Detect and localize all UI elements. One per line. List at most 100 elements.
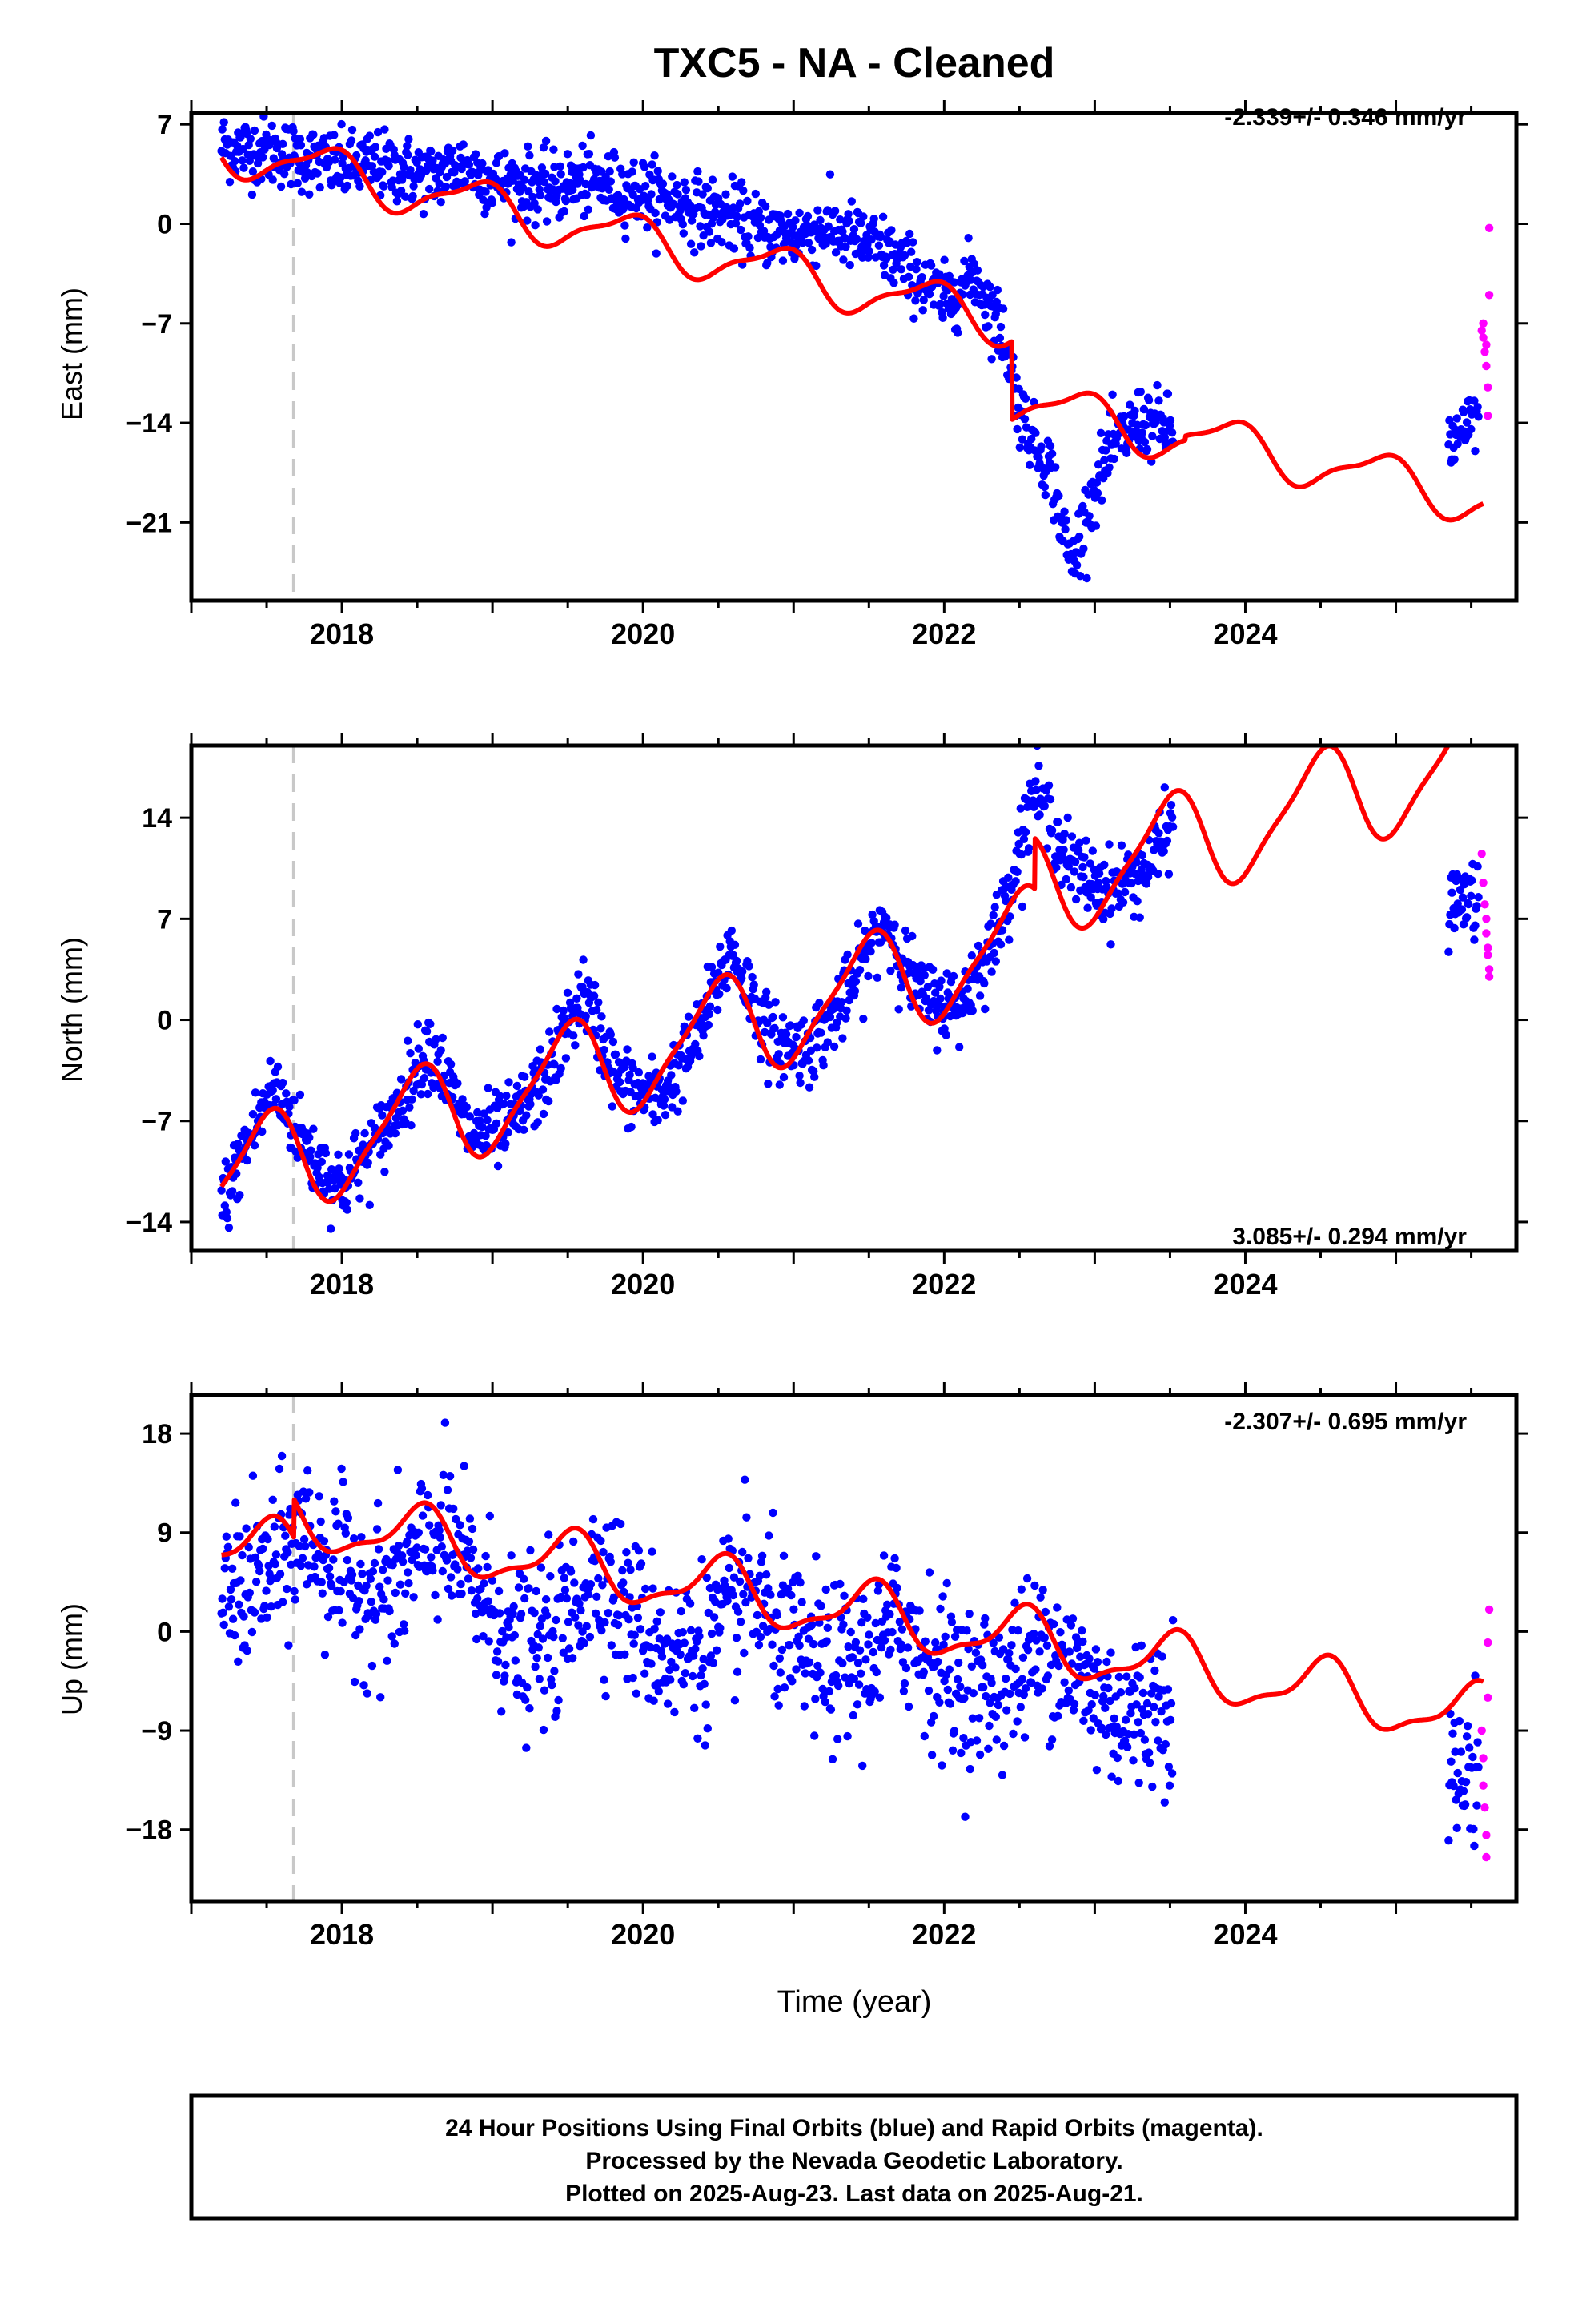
east-final-point <box>839 255 848 264</box>
up-final-point <box>1142 1699 1152 1708</box>
up-final-point <box>227 1564 237 1574</box>
north-rapid-point <box>1479 879 1488 887</box>
east-final-point <box>845 216 853 226</box>
north-final-point <box>695 1051 704 1061</box>
east-final-point <box>751 189 760 199</box>
north-final-point <box>1470 935 1479 944</box>
up-final-point <box>762 1570 771 1579</box>
east-final-point <box>1018 435 1027 444</box>
up-final-point <box>716 1623 725 1633</box>
north-model-curve <box>219 746 1452 1204</box>
up-final-point <box>400 1620 408 1629</box>
north-xtick-label: 2024 <box>1213 1268 1277 1301</box>
east-final-point <box>1471 447 1480 456</box>
east-final-point <box>813 206 822 215</box>
up-final-point <box>1163 1685 1173 1694</box>
north-final-point <box>344 1150 354 1159</box>
up-final-point <box>838 1659 847 1668</box>
up-final-point <box>810 1731 819 1740</box>
up-final-point <box>649 1696 658 1705</box>
east-rapid-point <box>1477 326 1486 335</box>
up-final-point <box>305 1488 314 1497</box>
east-final-point <box>219 118 228 127</box>
east-final-point <box>436 198 445 207</box>
north-final-point <box>1063 813 1072 822</box>
east-final-point <box>919 296 929 304</box>
east-rapid-point <box>1484 383 1492 392</box>
up-final-point <box>1166 1715 1175 1724</box>
east-final-point <box>831 248 841 257</box>
up-final-point <box>897 1625 907 1634</box>
up-final-point <box>634 1546 644 1555</box>
up-final-point <box>251 1578 261 1586</box>
north-final-point <box>360 1128 369 1138</box>
east-final-point <box>313 169 322 178</box>
east-final-point <box>315 183 324 192</box>
east-final-point <box>703 183 712 193</box>
north-final-point <box>273 1062 283 1072</box>
north-final-point <box>522 1111 531 1120</box>
north-final-point <box>859 1015 868 1023</box>
up-final-point <box>648 1547 656 1556</box>
north-final-point <box>512 1081 522 1091</box>
north-final-point <box>217 1186 226 1195</box>
up-final-point <box>1120 1736 1130 1745</box>
north-final-point <box>1127 879 1136 888</box>
north-final-point <box>317 1157 326 1167</box>
east-final-point <box>253 159 263 168</box>
up-final-point <box>1150 1666 1159 1675</box>
up-final-point <box>960 1694 969 1703</box>
east-final-point <box>889 279 898 287</box>
north-final-point <box>493 1161 503 1171</box>
up-final-point <box>877 1643 886 1652</box>
east-final-point <box>401 192 410 201</box>
east-final-point <box>244 140 253 150</box>
east-final-point <box>889 265 897 274</box>
up-final-point <box>391 1588 400 1598</box>
up-final-point <box>739 1590 748 1599</box>
up-xtick-label: 2018 <box>310 1918 374 1951</box>
east-final-point <box>925 290 934 299</box>
east-final-point <box>464 160 474 169</box>
east-final-point <box>246 135 255 143</box>
east-final-point <box>1051 463 1060 472</box>
up-final-point <box>1140 1735 1150 1744</box>
up-final-point <box>1014 1626 1022 1635</box>
up-final-point <box>1448 1729 1457 1738</box>
up-final-point <box>481 1551 490 1561</box>
east-final-point <box>939 292 948 300</box>
up-final-point <box>1056 1628 1065 1637</box>
up-final-point <box>636 1559 646 1568</box>
north-final-point <box>563 988 572 998</box>
east-final-point <box>267 121 276 131</box>
north-final-point <box>391 1129 400 1138</box>
up-final-point <box>431 1590 440 1600</box>
up-final-point <box>1053 1603 1062 1612</box>
footer-frame <box>189 2093 1519 2221</box>
up-final-point <box>1134 1718 1142 1727</box>
east-final-point <box>693 167 702 176</box>
north-ytick-label: −7 <box>141 1107 172 1137</box>
up-final-point <box>558 1634 567 1642</box>
north-final-point <box>436 1046 445 1055</box>
up-final-point <box>640 1669 649 1678</box>
up-final-point <box>695 1632 704 1641</box>
east-final-point <box>1102 446 1110 455</box>
north-final-point <box>1137 865 1146 875</box>
north-final-point <box>1133 897 1142 906</box>
up-final-point <box>1038 1586 1047 1594</box>
east-final-point <box>694 177 703 186</box>
north-final-point <box>354 1178 363 1188</box>
north-final-point <box>873 973 882 983</box>
up-rapid-point <box>1480 1803 1489 1812</box>
up-final-point <box>991 1712 1001 1721</box>
up-final-point <box>1144 1748 1154 1757</box>
up-final-point <box>442 1556 452 1565</box>
up-final-point <box>235 1532 244 1541</box>
east-frame <box>189 111 1519 603</box>
north-final-point <box>1002 896 1010 906</box>
north-final-point <box>989 911 998 920</box>
up-final-point <box>331 1507 340 1516</box>
up-final-point <box>255 1566 264 1576</box>
up-final-point <box>263 1613 271 1622</box>
